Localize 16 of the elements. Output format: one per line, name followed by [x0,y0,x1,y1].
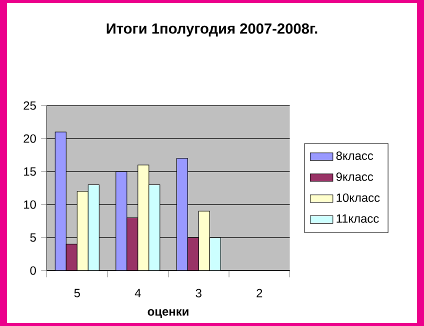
x-tick-label: 3 [196,288,202,298]
y-tick-label: 25 [24,101,36,110]
legend-label: 9класс [336,172,374,181]
x-axis-title: оценки [148,309,188,318]
legend-label: 8класс [336,151,374,160]
y-tick-label: 10 [24,200,36,209]
x-tick-label: 4 [134,288,141,298]
y-tick-label: 20 [24,134,36,143]
legend-label: 10класс [336,193,380,202]
chart-title: Итоги 1полугодия 2007-2008г. [106,23,318,37]
y-tick-label: 5 [30,233,36,242]
y-tick-label: 15 [24,167,36,176]
x-tick-label: 5 [74,288,80,298]
x-tick-label: 2 [256,288,262,298]
legend-label: 11класс [336,214,379,223]
y-tick-label: 0 [30,266,36,275]
